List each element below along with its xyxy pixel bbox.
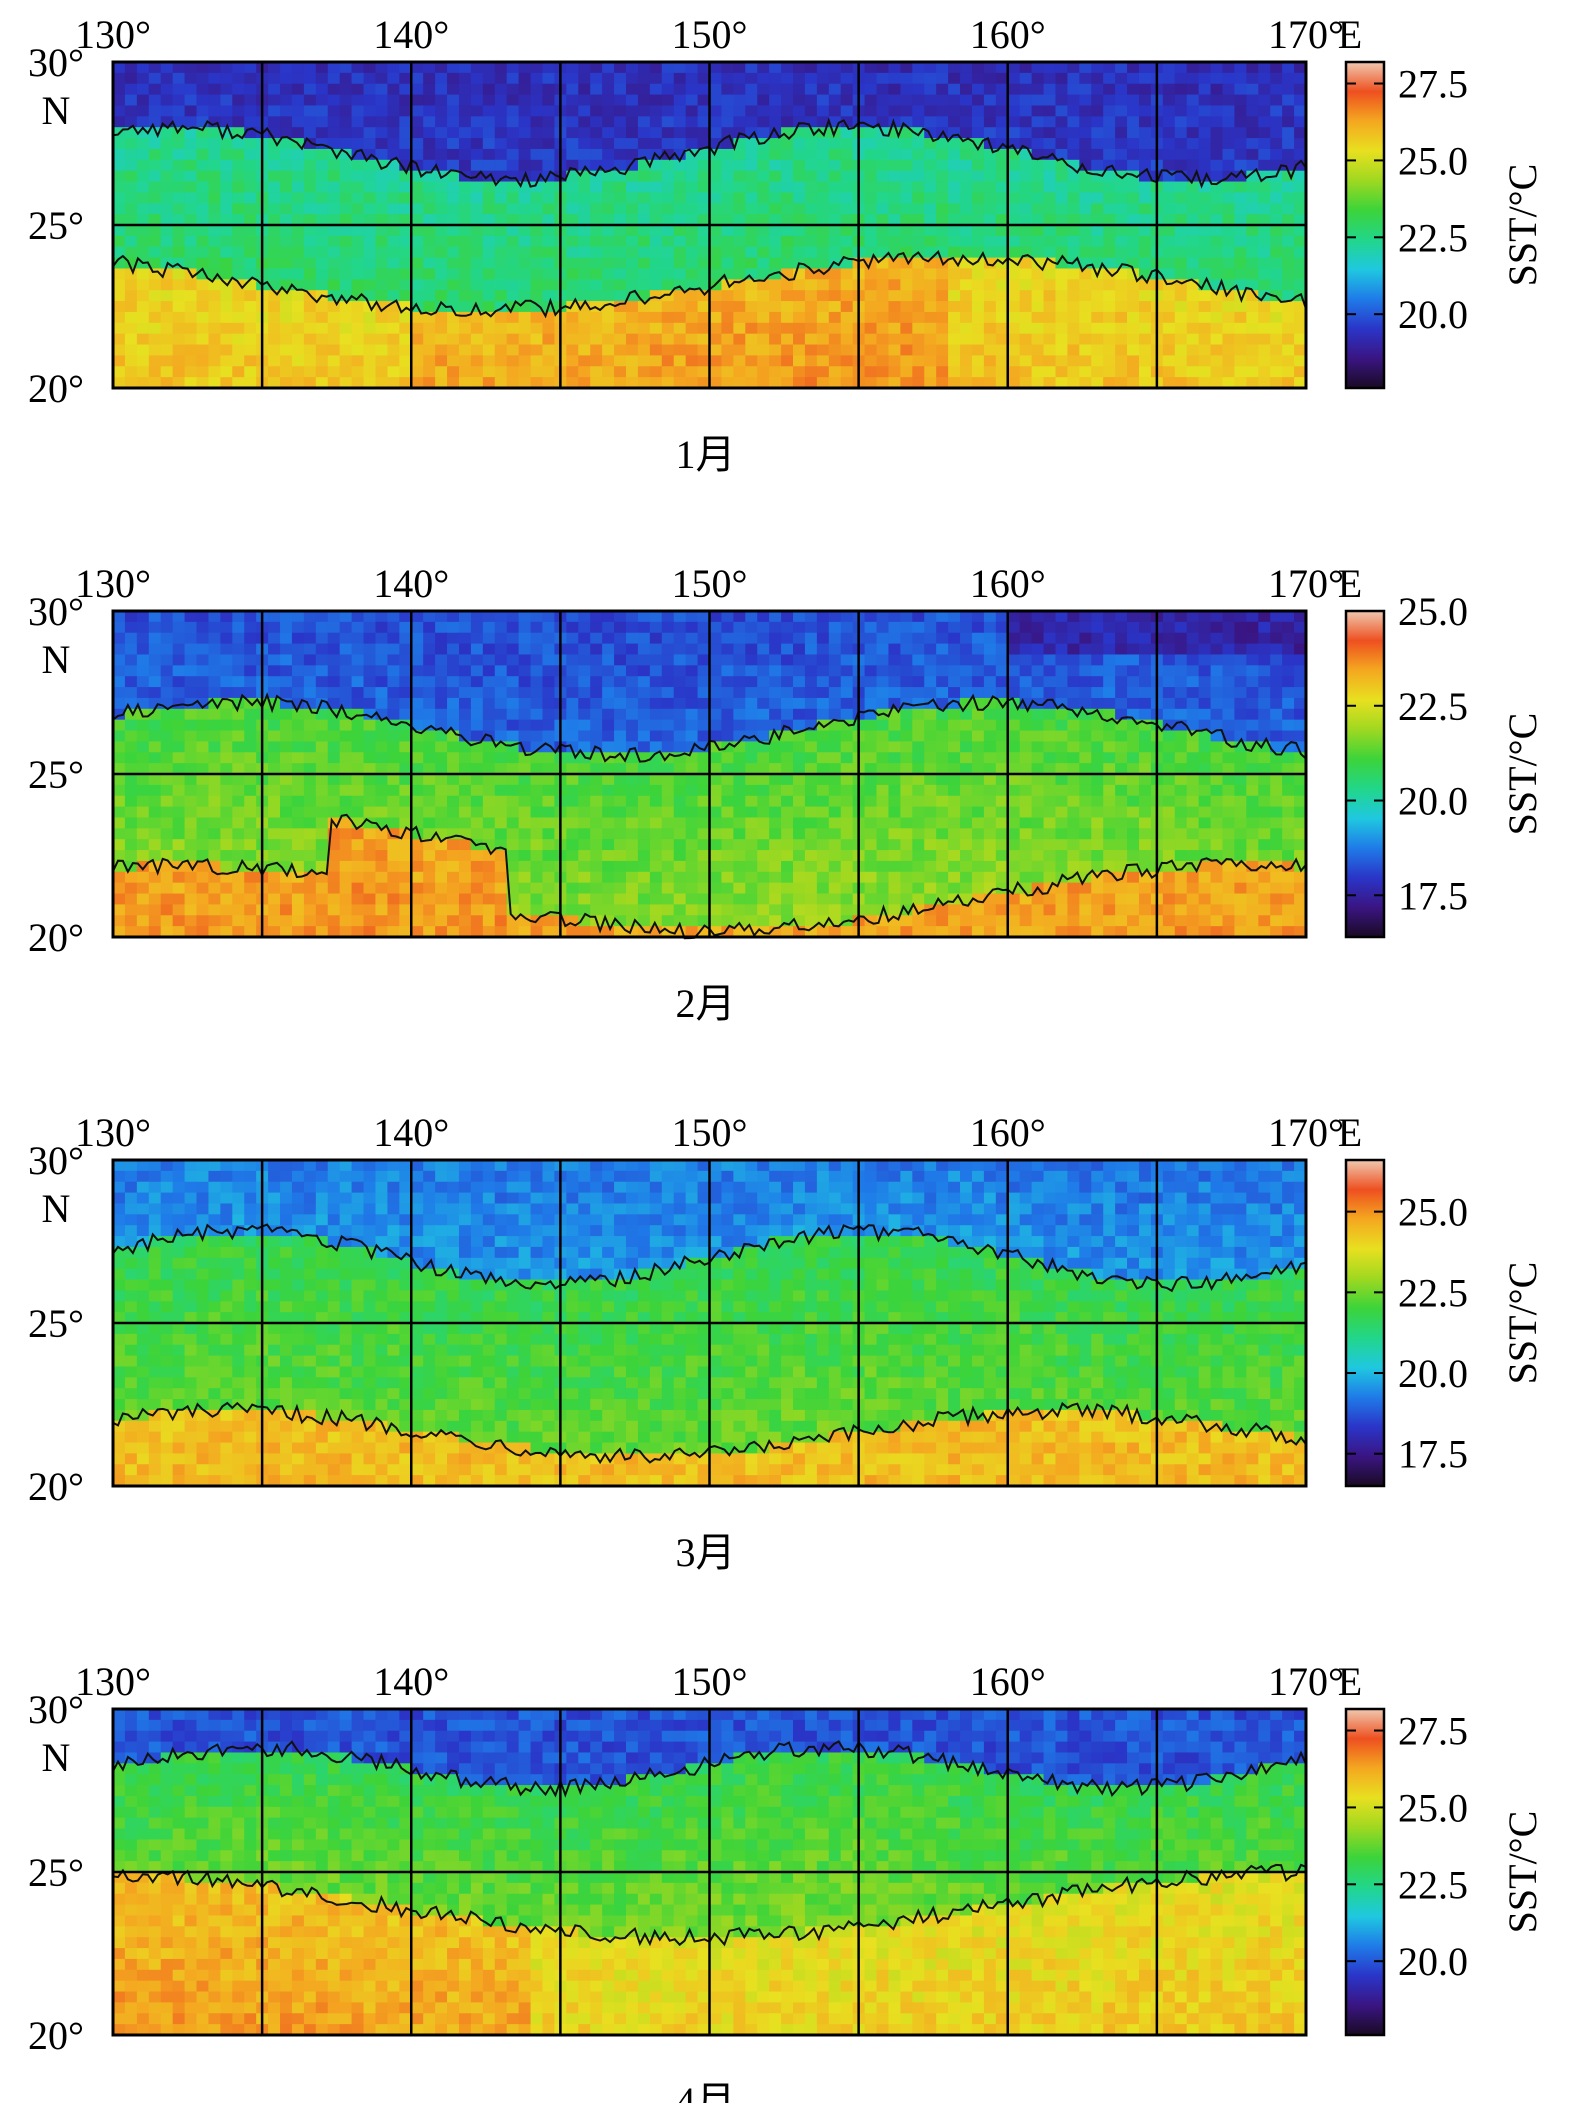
colorbar-tick-label: 22.5 [1398,1270,1468,1315]
x-tick-label: 170° [1268,1659,1344,1704]
colorbar-tick-label: 20.0 [1398,1939,1468,1984]
sst-panel-4: 130° 140° 150° 160° 170°E 30° 25° 20° N 27.5 25.0 2… [28,1659,1545,2103]
x-tick-label: 130° [75,1110,151,1155]
colorbar-tick-label: 20.0 [1398,1351,1468,1396]
x-hemisphere-label: E [1338,1110,1362,1155]
colorbar-tick-label: 27.5 [1398,1709,1468,1754]
panel-caption: 1月 [676,432,736,477]
y-tick-label: 25° [28,1301,84,1346]
x-tick-label: 140° [373,1659,449,1704]
colorbar-tick-label: 25.0 [1398,138,1468,183]
colorbar-tick-label: 17.5 [1398,1432,1468,1477]
y-hemisphere-label: N [42,88,71,133]
y-tick-label: 20° [28,2013,84,2058]
y-tick-label: 20° [28,366,84,411]
x-tick-label: 170° [1268,12,1344,57]
x-tick-label: 160° [970,561,1046,606]
y-tick-label: 25° [28,203,84,248]
colorbar-tick-label: 22.5 [1398,215,1468,260]
colorbar-tick-label: 20.0 [1398,779,1468,824]
colorbar-tick-label: 20.0 [1398,292,1468,337]
x-tick-label: 160° [970,1110,1046,1155]
colorbar [1346,1160,1384,1486]
y-hemisphere-label: N [42,1186,71,1231]
sst-panel-2: 130° 140° 150° 160° 170°E 30° 25° 20° N 25.0 22.5 2… [28,561,1545,1026]
panel-caption: 2月 [676,981,736,1026]
colorbar-tick-label: 27.5 [1398,62,1468,107]
x-hemisphere-label: E [1338,561,1362,606]
y-tick-label: 30° [28,589,84,634]
x-tick-label: 150° [672,1110,748,1155]
colorbar [1346,62,1384,388]
x-tick-label: 170° [1268,561,1344,606]
colorbar-tick-label: 22.5 [1398,1862,1468,1907]
panel-caption: 4月 [676,2079,736,2103]
y-tick-label: 30° [28,40,84,85]
x-tick-label: 130° [75,12,151,57]
x-tick-label: 140° [373,1110,449,1155]
x-tick-label: 160° [970,12,1046,57]
sst-panel-3: 130° 140° 150° 160° 170°E 30° 25° 20° N 25.0 22.5 2… [28,1110,1545,1575]
colorbar-label: SST/°C [1500,713,1545,836]
x-tick-label: 140° [373,12,449,57]
sst-panel-1: 130° 140° 150° 160° 170°E 30° 25° 20° N 27.5 25.0 2… [28,12,1545,477]
y-tick-label: 20° [28,915,84,960]
y-tick-label: 20° [28,1464,84,1509]
colorbar-label: SST/°C [1500,164,1545,287]
x-hemisphere-label: E [1338,1659,1362,1704]
x-tick-label: 150° [672,12,748,57]
colorbar-label: SST/°C [1500,1811,1545,1934]
colorbar-tick-label: 22.5 [1398,684,1468,729]
colorbar-tick-label: 25.0 [1398,1785,1468,1830]
panel-caption: 3月 [676,1530,736,1575]
x-tick-label: 150° [672,561,748,606]
x-tick-label: 140° [373,561,449,606]
x-hemisphere-label: E [1338,12,1362,57]
y-tick-label: 30° [28,1138,84,1183]
x-tick-label: 150° [672,1659,748,1704]
x-tick-label: 130° [75,1659,151,1704]
x-tick-label: 170° [1268,1110,1344,1155]
y-hemisphere-label: N [42,1735,71,1780]
y-hemisphere-label: N [42,637,71,682]
colorbar [1346,1709,1384,2035]
x-tick-label: 130° [75,561,151,606]
colorbar [1346,611,1384,937]
colorbar-tick-label: 25.0 [1398,589,1468,634]
colorbar-tick-label: 17.5 [1398,873,1468,918]
y-tick-label: 30° [28,1687,84,1732]
y-tick-label: 25° [28,752,84,797]
x-tick-label: 160° [970,1659,1046,1704]
colorbar-label: SST/°C [1500,1262,1545,1385]
colorbar-tick-label: 25.0 [1398,1190,1468,1235]
y-tick-label: 25° [28,1850,84,1895]
